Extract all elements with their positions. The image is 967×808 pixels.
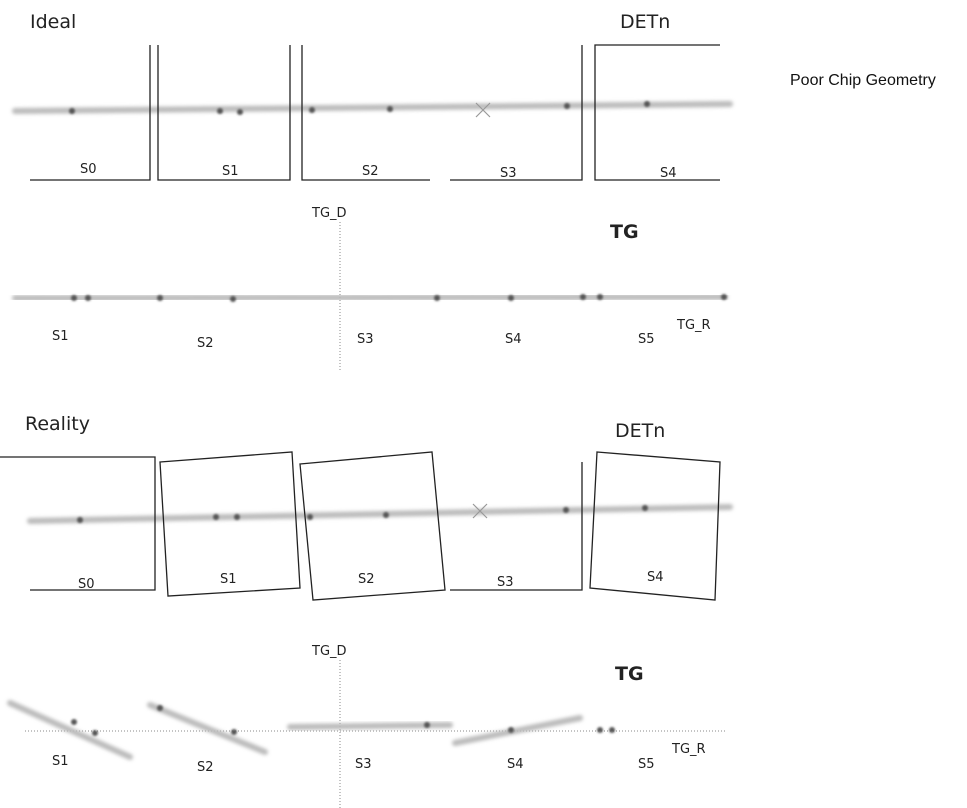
segment-label: S1: [52, 329, 69, 344]
segment-label: S4: [505, 332, 522, 347]
segment-label: S3: [357, 332, 374, 347]
chip-label: S1: [220, 572, 237, 587]
ideal-tg-panel: TG_D TG S1 S2 S3 S4 S5 TG_R: [12, 206, 728, 372]
reality-tg-panel: TG_D TG S1 S2 S3 S4 S5 TG_R: [7, 644, 728, 808]
chip-label: S0: [80, 162, 97, 177]
side-note: Poor Chip Geometry: [790, 72, 936, 89]
tg-r-label: TG_R: [671, 742, 706, 757]
panel-title: Ideal: [30, 11, 76, 33]
tg-label: TG: [610, 221, 639, 243]
chip-label: S4: [660, 166, 677, 181]
segment-label: S2: [197, 336, 214, 351]
segment-label: S3: [355, 757, 372, 772]
chip-label: S3: [497, 575, 514, 590]
tg-label: TG: [615, 663, 644, 685]
chip-label: S4: [647, 570, 664, 585]
tg-d-label: TG_D: [311, 644, 347, 659]
det-label: DETn: [615, 420, 665, 442]
chip-label: S0: [78, 577, 95, 592]
chip-label: S2: [362, 164, 379, 179]
segment-label: S2: [197, 760, 214, 775]
ideal-det-panel: Ideal DETn S0 S1 S2 S3 S4: [12, 11, 733, 181]
tg-r-label: TG_R: [676, 318, 711, 333]
segment-label: S5: [638, 332, 655, 347]
panel-title: Reality: [25, 413, 90, 435]
det-label: DETn: [620, 11, 670, 33]
segment-label: S1: [52, 754, 69, 769]
chip-label: S1: [222, 164, 239, 179]
chip-label: S3: [500, 166, 517, 181]
tg-d-label: TG_D: [311, 206, 347, 221]
reality-det-panel: Reality DETn S0 S1 S2 S3 S4: [0, 413, 733, 601]
chip-label: S2: [358, 572, 375, 587]
segment-label: S4: [507, 757, 524, 772]
segment-label: S5: [638, 757, 655, 772]
